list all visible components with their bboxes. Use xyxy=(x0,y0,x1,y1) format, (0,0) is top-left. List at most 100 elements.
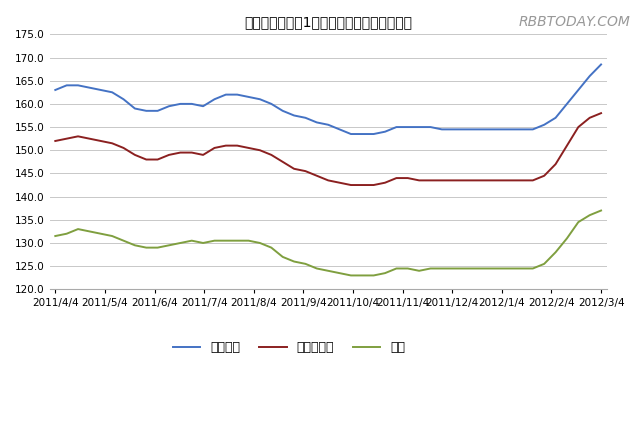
軒油 xyxy=(222,238,230,243)
レギュラー xyxy=(74,134,82,139)
レギュラー xyxy=(540,173,548,179)
レギュラー xyxy=(597,111,605,116)
ハイオク xyxy=(370,131,378,137)
ハイオク xyxy=(97,87,104,92)
ハイオク xyxy=(506,127,514,132)
ハイオク xyxy=(234,92,241,97)
ハイオク xyxy=(120,97,127,102)
レギュラー xyxy=(449,178,457,183)
軒油 xyxy=(404,266,412,271)
レギュラー xyxy=(427,178,435,183)
ハイオク xyxy=(597,62,605,67)
軒油 xyxy=(199,240,207,245)
レギュラー xyxy=(97,138,104,143)
軒油 xyxy=(86,229,93,234)
レギュラー xyxy=(506,178,514,183)
レギュラー xyxy=(392,176,400,181)
ハイオク xyxy=(336,127,344,132)
軒油 xyxy=(381,271,389,276)
ハイオク xyxy=(461,127,468,132)
ハイオク xyxy=(552,115,559,120)
ハイオク xyxy=(427,125,435,130)
レギュラー xyxy=(222,143,230,148)
ハイオク xyxy=(188,101,196,106)
軒油 xyxy=(244,238,252,243)
ハイオク xyxy=(415,125,423,130)
ハイオク xyxy=(586,73,593,78)
ハイオク xyxy=(575,87,582,92)
ハイオク xyxy=(449,127,457,132)
軒油 xyxy=(313,266,321,271)
ハイオク xyxy=(51,87,59,92)
軒油 xyxy=(597,208,605,213)
軒油 xyxy=(290,259,298,264)
レギュラー xyxy=(495,178,502,183)
レギュラー xyxy=(381,180,389,185)
レギュラー xyxy=(586,115,593,120)
レギュラー xyxy=(563,143,571,148)
ハイオク xyxy=(154,108,161,113)
ハイオク xyxy=(358,131,366,137)
ハイオク xyxy=(301,115,309,120)
軒油 xyxy=(324,268,332,273)
軒油 xyxy=(63,231,70,236)
レギュラー xyxy=(358,182,366,187)
レギュラー xyxy=(370,182,378,187)
軒油 xyxy=(154,245,161,250)
軒油 xyxy=(268,245,275,250)
軒油 xyxy=(370,273,378,278)
レギュラー xyxy=(404,176,412,181)
軒油 xyxy=(188,238,196,243)
ハイオク xyxy=(529,127,537,132)
ハイオク xyxy=(211,97,218,102)
ハイオク xyxy=(404,125,412,130)
ハイオク xyxy=(165,103,173,109)
ハイオク xyxy=(347,131,355,137)
軒油 xyxy=(234,238,241,243)
レギュラー xyxy=(244,145,252,151)
レギュラー xyxy=(518,178,525,183)
レギュラー xyxy=(279,159,287,165)
レギュラー xyxy=(347,182,355,187)
軒油 xyxy=(336,271,344,276)
ハイオク xyxy=(313,120,321,125)
レギュラー xyxy=(484,178,492,183)
軒油 xyxy=(74,226,82,232)
レギュラー xyxy=(529,178,537,183)
軒油 xyxy=(427,266,435,271)
ハイオク xyxy=(438,127,445,132)
Line: レギュラー: レギュラー xyxy=(55,113,601,185)
ハイオク xyxy=(540,122,548,127)
軒油 xyxy=(586,212,593,218)
レギュラー xyxy=(575,125,582,130)
レギュラー xyxy=(131,152,139,157)
ハイオク xyxy=(324,122,332,127)
軒油 xyxy=(97,231,104,236)
レギュラー xyxy=(177,150,184,155)
レギュラー xyxy=(165,152,173,157)
軒油 xyxy=(211,238,218,243)
軒油 xyxy=(461,266,468,271)
レギュラー xyxy=(63,136,70,141)
レギュラー xyxy=(461,178,468,183)
ハイオク xyxy=(484,127,492,132)
ハイオク xyxy=(392,125,400,130)
ハイオク xyxy=(268,101,275,106)
ハイオク xyxy=(495,127,502,132)
軒油 xyxy=(177,240,184,245)
ハイオク xyxy=(563,101,571,106)
レギュラー xyxy=(86,136,93,141)
レギュラー xyxy=(438,178,445,183)
軒油 xyxy=(131,243,139,248)
軒油 xyxy=(518,266,525,271)
ハイオク xyxy=(222,92,230,97)
軒油 xyxy=(358,273,366,278)
軒油 xyxy=(415,268,423,273)
レギュラー xyxy=(51,138,59,143)
軒油 xyxy=(495,266,502,271)
レギュラー xyxy=(552,162,559,167)
軒油 xyxy=(438,266,445,271)
レギュラー xyxy=(415,178,423,183)
軒油 xyxy=(484,266,492,271)
軒油 xyxy=(279,254,287,259)
